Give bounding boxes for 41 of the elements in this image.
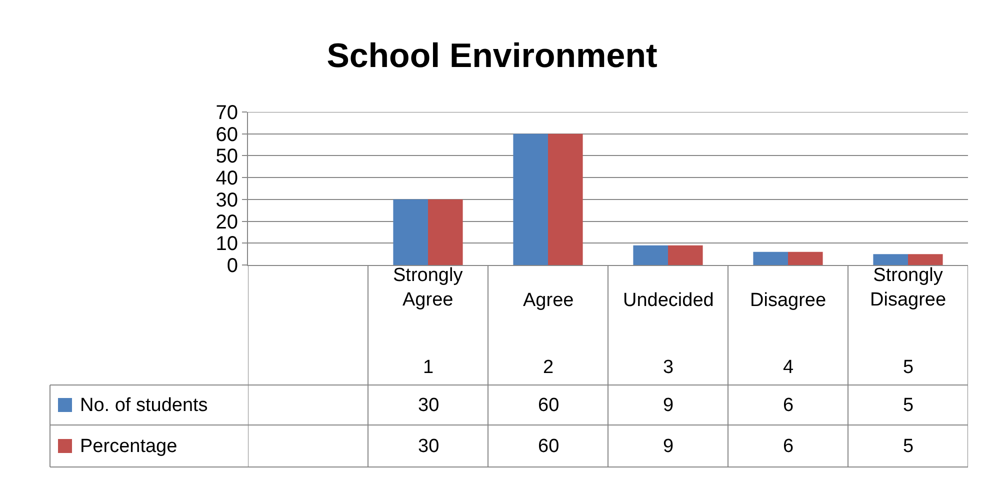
data-label: 9 — [663, 436, 674, 457]
y-tick-label: 0 — [226, 255, 238, 277]
text: 3 — [663, 357, 674, 378]
y-tick-label: 50 — [216, 146, 238, 168]
y-tick-label: 30 — [216, 189, 238, 212]
data-label: 5 — [903, 436, 914, 457]
y-tick-label: 20 — [216, 211, 238, 234]
data-label: 9 — [663, 395, 674, 416]
data-label: 6 — [783, 395, 794, 416]
data-label: 5 — [903, 395, 914, 416]
x-tick-label: Disagree — [750, 290, 826, 311]
bar — [873, 254, 908, 265]
bar — [428, 199, 463, 265]
text: 2 — [543, 357, 554, 378]
legend-label: No. of students — [80, 395, 208, 416]
text: 1 — [423, 357, 434, 378]
bar — [393, 199, 428, 265]
y-tick-label: 40 — [216, 168, 238, 190]
data-label: 6 — [783, 436, 794, 457]
x-tick-label: Strongly Agree — [393, 265, 464, 311]
bar — [513, 134, 548, 265]
bar — [633, 245, 668, 265]
bar — [548, 134, 583, 265]
data-label: 60 — [538, 395, 560, 416]
text: 5 — [903, 357, 914, 378]
data-label: 30 — [418, 436, 440, 457]
text: 4 — [783, 357, 794, 378]
x-tick-label: Undecided — [623, 290, 714, 311]
x-tick-label: Strongly Disagree — [870, 265, 946, 311]
bar — [788, 252, 823, 265]
chart-title: School Environment — [326, 36, 658, 75]
data-label: 30 — [418, 395, 440, 416]
bar — [908, 254, 943, 265]
data-label: 60 — [538, 436, 560, 457]
bar — [668, 245, 703, 265]
y-tick-label: 70 — [216, 102, 238, 124]
bar — [753, 252, 788, 265]
legend-label: Percentage — [80, 436, 178, 457]
y-tick-label: 10 — [216, 233, 238, 256]
x-tick-label: Agree — [523, 290, 574, 311]
y-tick-label: 60 — [216, 124, 238, 146]
